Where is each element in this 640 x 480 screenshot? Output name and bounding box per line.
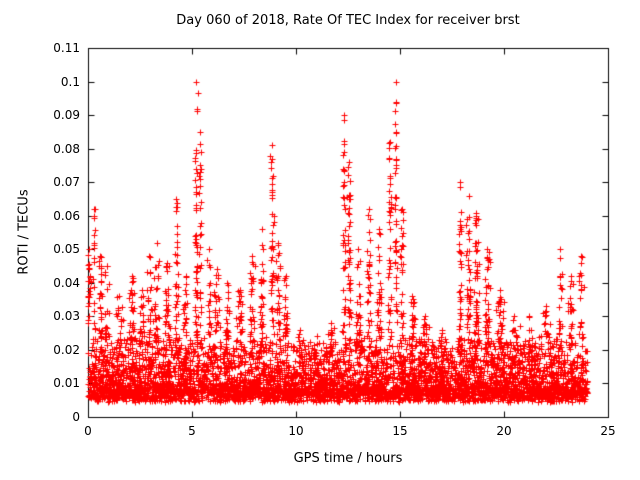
x-tick-label: 5 — [188, 424, 196, 438]
y-tick-label: 0.03 — [53, 309, 80, 324]
y-tick-label: 0.06 — [53, 208, 80, 223]
y-tick-label: 0.01 — [53, 376, 80, 391]
y-tick-label: 0.11 — [53, 41, 80, 55]
y-axis-label: ROTI / TECUs — [16, 189, 32, 275]
y-tick-label: 0.09 — [53, 108, 80, 123]
x-axis-label: GPS time / hours — [293, 451, 403, 466]
y-tick-label: 0 — [72, 410, 80, 424]
x-tick-label: 15 — [392, 424, 408, 438]
x-tick-label: 0 — [84, 424, 92, 438]
x-tick-label: 20 — [496, 424, 512, 438]
y-tick-label: 0.1 — [60, 74, 80, 89]
y-tick-label: 0.08 — [53, 141, 80, 156]
y-tick-label: 0.05 — [53, 242, 80, 257]
y-tick-label: 0.04 — [53, 275, 80, 290]
x-tick-label: 10 — [288, 424, 304, 438]
chart-title: Day 060 of 2018, Rate Of TEC Index for r… — [176, 13, 520, 28]
x-tick-label: 25 — [600, 424, 616, 438]
y-tick-label: 0.07 — [53, 175, 80, 190]
y-tick-label: 0.02 — [53, 342, 80, 357]
